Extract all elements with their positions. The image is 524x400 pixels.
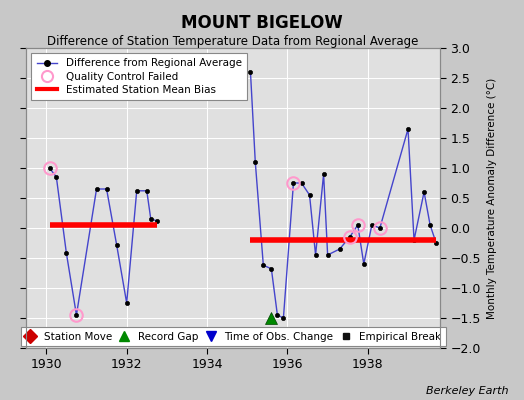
Title: Difference of Station Temperature Data from Regional Average: Difference of Station Temperature Data f…	[48, 35, 419, 48]
Text: MOUNT BIGELOW: MOUNT BIGELOW	[181, 14, 343, 32]
Text: Berkeley Earth: Berkeley Earth	[426, 386, 508, 396]
Y-axis label: Monthly Temperature Anomaly Difference (°C): Monthly Temperature Anomaly Difference (…	[487, 77, 497, 319]
Legend: Station Move, Record Gap, Time of Obs. Change, Empirical Break: Station Move, Record Gap, Time of Obs. C…	[21, 328, 445, 346]
